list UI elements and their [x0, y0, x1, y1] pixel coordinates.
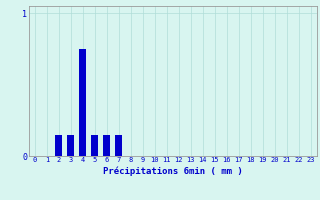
Bar: [103, 135, 110, 156]
Bar: [55, 135, 62, 156]
X-axis label: Précipitations 6min ( mm ): Précipitations 6min ( mm ): [103, 166, 243, 176]
Bar: [67, 135, 75, 156]
Bar: [91, 135, 99, 156]
Bar: [79, 49, 86, 156]
Bar: [115, 135, 123, 156]
